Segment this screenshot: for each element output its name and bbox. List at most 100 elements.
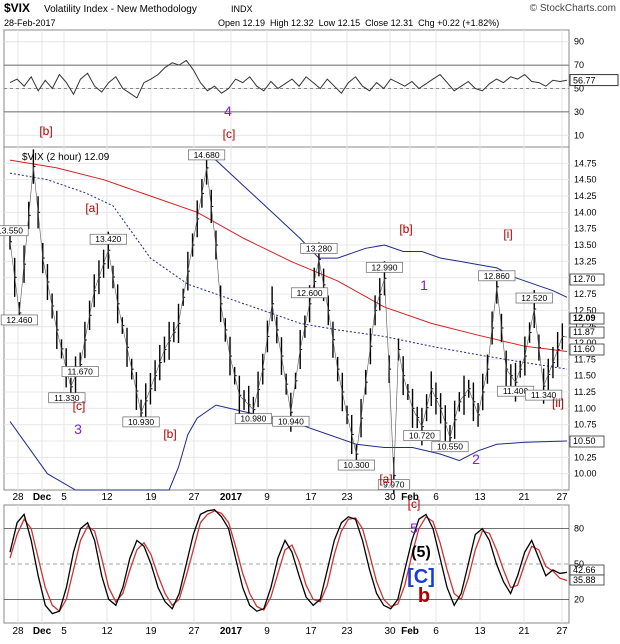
- x-tick-label-bottom: 5: [61, 626, 67, 637]
- price-value-tag: 12.09: [573, 313, 596, 323]
- price-annotation: 13.550: [0, 226, 23, 236]
- x-tick-label-top: Feb: [401, 492, 419, 503]
- wave-label-red: [c]: [408, 497, 421, 511]
- wave-label-red: [b]: [399, 222, 412, 236]
- price-value-tag: 11.60: [573, 344, 595, 354]
- x-tick-label-top: Dec: [33, 492, 52, 503]
- wave-label-red: b: [418, 585, 430, 607]
- rsi-tick-label: 90: [574, 37, 584, 47]
- price-annotation: 10.940: [278, 416, 304, 426]
- x-tick-label-top: 23: [341, 492, 353, 503]
- x-tick-label-top: 27: [556, 492, 568, 503]
- stoch-tick-label: 50: [574, 559, 584, 569]
- price-annotation: 12.520: [521, 293, 547, 303]
- price-annotation-box: [61, 366, 99, 377]
- stoch-k-line: [9, 509, 568, 615]
- price-annotation: 13.420: [95, 234, 121, 244]
- x-tick-label-bottom: 13: [474, 626, 486, 637]
- x-tick-label-bottom: Feb: [401, 626, 419, 637]
- price-tick-label: 12.00: [574, 338, 597, 348]
- x-tick-label-bottom: 23: [341, 626, 353, 637]
- price-annotation-box: [300, 243, 338, 254]
- exchange: INDX: [231, 4, 253, 14]
- wave-label-purple: 3: [74, 421, 82, 437]
- price-annotation: 12.990: [371, 262, 397, 272]
- price-tick-label: 11.75: [574, 354, 596, 364]
- price-tick-label: 10.25: [574, 452, 597, 462]
- x-tick-label-top: 12: [101, 492, 113, 503]
- price-annotation: 14.680: [194, 150, 220, 160]
- price-tick-label: 10.75: [574, 420, 597, 430]
- price-annotation: 10.980: [240, 414, 266, 424]
- price-value-tag-box: [569, 435, 605, 448]
- price-annotation: 11.340: [531, 390, 557, 400]
- price-annotation-box: [478, 270, 516, 282]
- upper-band-line: [197, 153, 568, 298]
- x-tick-label-bottom: 12: [101, 626, 113, 637]
- price-tick-label: 14.00: [574, 207, 597, 217]
- x-tick-label-top: 27: [188, 492, 200, 503]
- price-annotation-box: [403, 430, 441, 441]
- price-annotation: 10.930: [128, 417, 154, 427]
- wave-label-red: [a]: [85, 201, 98, 215]
- price-value-tag-box: [569, 326, 605, 339]
- wave-label-red: [ii]: [552, 396, 564, 410]
- wave-label-red: [b]: [39, 124, 52, 138]
- x-tick-label-bottom: 17: [305, 626, 317, 637]
- price-annotation: 10.300: [343, 460, 369, 470]
- price-annotation: 11.400: [503, 386, 529, 396]
- x-tick-label-top: 5: [61, 492, 67, 503]
- price-tick-label: 12.75: [574, 289, 597, 299]
- price-annotation-box: [0, 314, 38, 326]
- x-tick-label-top: 17: [305, 492, 317, 503]
- price-annotation-box: [122, 416, 160, 428]
- rsi-tick-label: 70: [574, 60, 584, 70]
- price-annotation-box: [0, 225, 29, 237]
- x-tick-label-bottom: 27: [556, 626, 568, 637]
- price-annotation-box: [431, 441, 469, 453]
- price-tick-label: 14.50: [574, 175, 597, 185]
- price-series-line: [9, 166, 568, 476]
- wave-label-red: [c]: [73, 399, 86, 413]
- dotted-ma-line: [9, 172, 568, 370]
- price-tick-label: 11.00: [574, 403, 596, 413]
- date-label: 28-Feb-2017: [4, 18, 56, 28]
- wave-label-blue: [C]: [407, 566, 435, 588]
- x-tick-label-bottom: 6: [433, 626, 439, 637]
- price-annotation: 10.720: [409, 431, 435, 441]
- symbol: $VIX: [4, 1, 30, 15]
- x-tick-label-bottom: 27: [188, 626, 200, 637]
- price-value-tag-box: [569, 273, 605, 286]
- x-tick-label-bottom: 28: [12, 626, 24, 637]
- index-name: Volatility Index - New Methodology: [44, 4, 197, 15]
- x-tick-label-bottom: 2017: [220, 626, 243, 637]
- price-annotation: 12.860: [484, 271, 510, 281]
- wave-label-black: (5): [411, 544, 431, 561]
- price-annotation-box: [525, 389, 563, 401]
- wave-label-red: [b]: [163, 427, 176, 441]
- price-annotation-box: [234, 413, 272, 424]
- x-tick-label-top: 21: [518, 492, 530, 503]
- x-tick-label-top: 30: [384, 492, 396, 503]
- stoch-tick-label: 20: [574, 594, 584, 604]
- price-value-tag-box: [569, 343, 605, 356]
- red-ma-line: [9, 159, 568, 352]
- price-tick-label: 12.50: [574, 305, 597, 315]
- wave-label-red: [i]: [503, 227, 512, 241]
- price-annotation-box: [188, 149, 226, 161]
- stoch-value: 35.88: [573, 575, 596, 585]
- price-annotation: 12.600: [297, 288, 323, 298]
- x-tick-label-top: 13: [474, 492, 486, 503]
- price-tick-label: 11.50: [574, 371, 596, 381]
- rsi-series-line: [9, 59, 568, 99]
- rsi-tick-label: 10: [574, 130, 584, 140]
- x-tick-label-bottom: Dec: [33, 626, 52, 637]
- price-annotation: 10.550: [437, 442, 463, 452]
- wave-label-red: [c]: [223, 127, 236, 141]
- x-tick-label-top: 28: [12, 492, 24, 503]
- price-annotation-box: [377, 479, 410, 490]
- stoch-tick-label: 80: [574, 524, 584, 534]
- wave-label-red: [a]: [379, 472, 392, 486]
